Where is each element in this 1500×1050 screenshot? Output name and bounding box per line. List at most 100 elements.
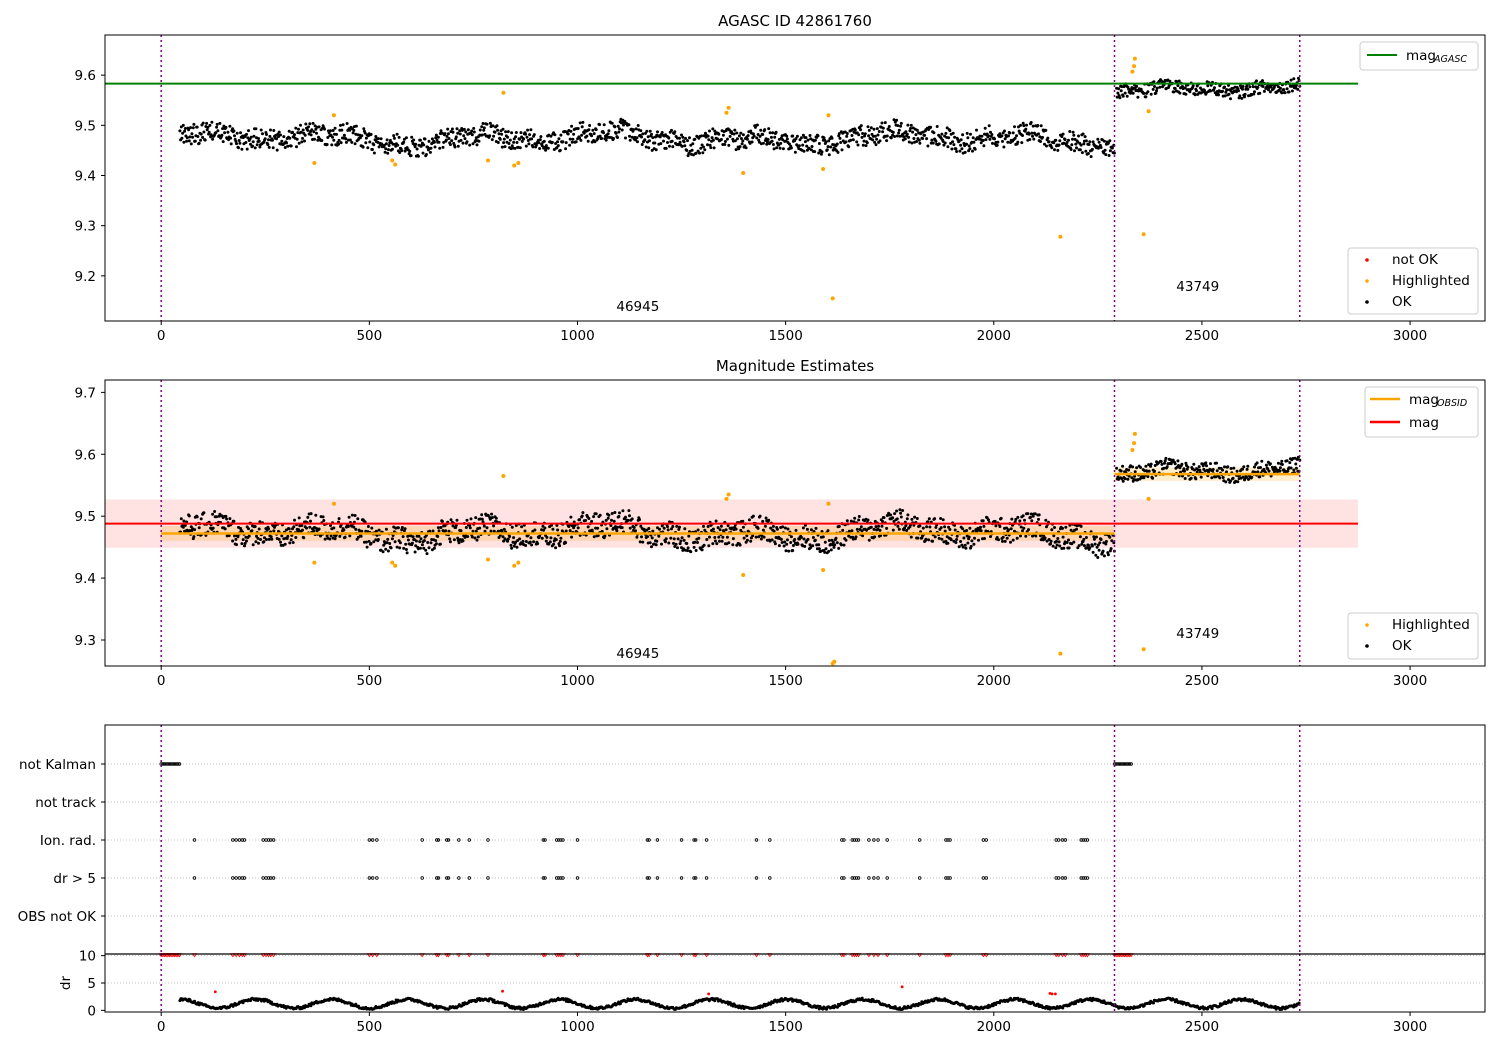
ok-point — [899, 511, 903, 515]
ok-point — [337, 138, 341, 142]
ok-point — [579, 138, 583, 142]
ok-point — [980, 134, 984, 138]
ok-point — [673, 130, 677, 134]
highlighted-point — [826, 501, 831, 506]
flag-point — [561, 838, 565, 842]
ok-point — [1145, 469, 1149, 473]
ok-point — [540, 144, 544, 148]
ok-point — [837, 132, 841, 136]
ok-point — [977, 538, 980, 542]
ok-point — [1153, 469, 1156, 473]
flag-point — [192, 838, 197, 842]
flag-point — [704, 876, 709, 880]
ok-point — [861, 143, 865, 147]
ok-point — [881, 520, 885, 523]
ok-point — [297, 516, 301, 520]
flag-point — [1085, 876, 1090, 880]
ok-point — [333, 537, 337, 541]
ok-point — [835, 142, 839, 146]
ok-point — [903, 526, 907, 530]
ok-point — [1126, 477, 1130, 481]
ok-point — [648, 139, 651, 143]
ok-point — [1001, 139, 1004, 143]
ok-point — [771, 131, 775, 135]
ok-point — [891, 516, 895, 520]
ok-point — [362, 127, 366, 131]
flag-point — [768, 838, 772, 842]
ok-point — [1087, 143, 1091, 146]
ok-point — [847, 145, 851, 149]
ok-point — [885, 134, 889, 138]
ok-point — [400, 526, 404, 529]
ok-point — [750, 140, 754, 144]
x-tick-label: 2500 — [1185, 673, 1219, 689]
ok-point — [957, 545, 961, 549]
ok-point — [1109, 547, 1113, 551]
ok-point — [386, 549, 390, 553]
ok-point — [329, 524, 332, 527]
ok-point — [339, 123, 342, 127]
ok-point — [811, 544, 815, 548]
ok-point — [241, 538, 245, 542]
ok-point — [955, 538, 959, 541]
ok-point — [887, 125, 891, 128]
ok-point — [837, 134, 841, 138]
ok-point — [438, 542, 442, 546]
ok-point — [1136, 95, 1140, 99]
ok-point — [655, 539, 659, 543]
ok-point — [854, 535, 858, 539]
ok-point — [1005, 526, 1008, 530]
ok-point — [1214, 475, 1218, 479]
ok-point — [466, 128, 470, 132]
ok-point — [1247, 477, 1250, 481]
ok-point — [526, 128, 530, 132]
ok-point — [1053, 526, 1056, 529]
ok-point — [392, 136, 396, 140]
ok-point — [685, 149, 689, 152]
ok-point — [1056, 148, 1060, 152]
ok-point — [1044, 128, 1048, 132]
flag-point — [768, 876, 772, 880]
ok-point — [293, 518, 296, 522]
ok-point — [1241, 85, 1245, 88]
ok-point — [831, 540, 835, 544]
legend-reference — [1359, 41, 1479, 71]
ok-point — [227, 534, 231, 538]
ok-point — [348, 138, 352, 142]
ok-point — [402, 140, 406, 144]
ok-point — [436, 535, 440, 538]
ok-point — [509, 543, 513, 547]
flag-point — [647, 838, 651, 842]
ok-point — [1090, 544, 1094, 548]
flag-point — [946, 838, 950, 842]
ok-point — [934, 525, 938, 529]
ok-point — [688, 136, 691, 140]
ok-point — [1176, 459, 1180, 463]
ok-point — [940, 537, 944, 541]
ok-point — [596, 534, 600, 538]
ok-point — [739, 137, 743, 140]
ok-point — [1045, 144, 1048, 148]
obsid-label: 43749 — [1176, 279, 1219, 295]
ok-point — [481, 122, 485, 125]
ok-point — [1102, 151, 1106, 155]
y-tick-label: 9.2 — [75, 269, 96, 285]
highlighted-point — [331, 113, 336, 118]
ok-point — [659, 142, 663, 146]
ok-point — [590, 519, 594, 523]
ok-point — [515, 545, 519, 549]
ok-point — [1286, 469, 1290, 473]
ok-point — [635, 136, 639, 140]
ok-point — [755, 136, 759, 140]
ok-point — [774, 130, 778, 134]
ok-point — [845, 519, 849, 523]
highlighted-point — [1132, 56, 1137, 61]
ok-point — [839, 141, 843, 144]
ok-point — [256, 536, 260, 540]
ok-point — [213, 510, 217, 513]
ok-point — [939, 526, 943, 530]
ok-point — [999, 516, 1003, 520]
ok-point — [679, 539, 683, 543]
ok-point — [215, 125, 219, 129]
